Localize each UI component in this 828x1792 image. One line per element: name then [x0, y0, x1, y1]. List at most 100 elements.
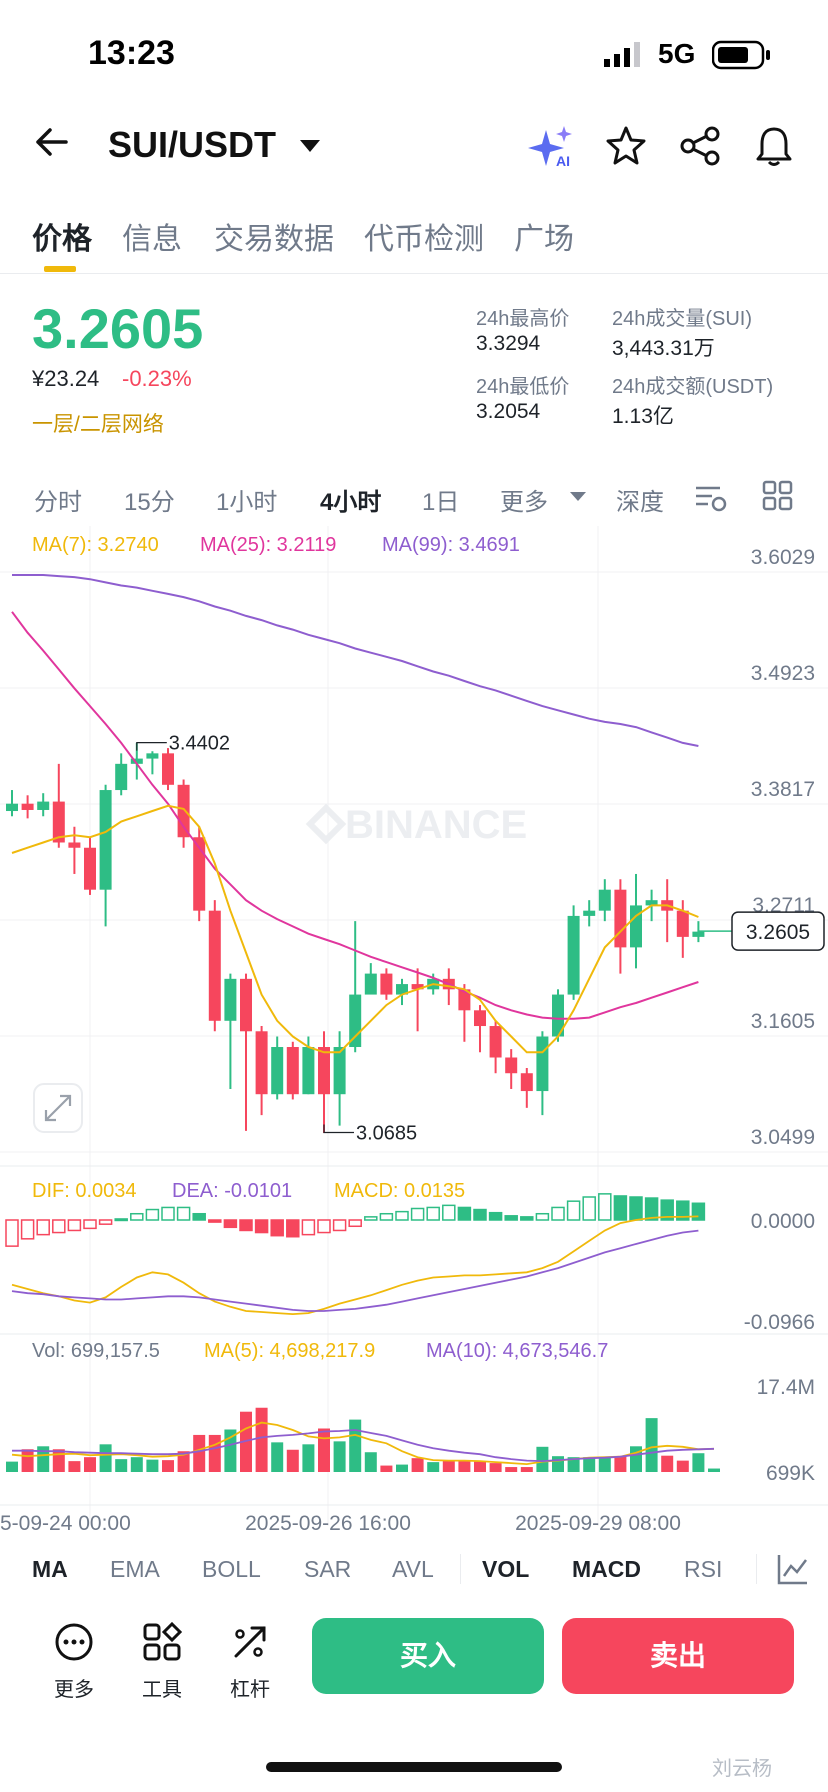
- indicator-ma[interactable]: MA: [32, 1556, 68, 1582]
- macd-bar: [52, 1219, 66, 1234]
- vol-ma5-legend: MA(5): 4,698,217.9: [204, 1340, 376, 1362]
- caret-down-icon[interactable]: [300, 140, 320, 152]
- tab-square[interactable]: 广场: [514, 223, 574, 256]
- price-axis-label: 3.1605: [751, 1010, 815, 1033]
- macd-bar: [5, 1219, 19, 1247]
- interval-more[interactable]: 更多: [500, 489, 548, 516]
- expand-arrows-icon: [44, 1094, 72, 1122]
- candle: [411, 984, 424, 990]
- price-axis-label: 3.0499: [751, 1126, 815, 1149]
- volume-bar: [583, 1457, 596, 1472]
- interval-time[interactable]: 分时: [34, 489, 82, 516]
- candle: [364, 973, 377, 995]
- indicator-settings-icon[interactable]: [694, 480, 728, 519]
- share-icon[interactable]: [678, 124, 722, 168]
- macd-bar: [660, 1199, 674, 1221]
- macd-bar: [192, 1212, 206, 1221]
- high-value: 3.3294: [476, 332, 541, 355]
- volume-bar: [614, 1456, 627, 1472]
- volume-bar: [598, 1457, 611, 1472]
- buy-button[interactable]: 买入: [312, 1618, 544, 1694]
- volume-bar: [661, 1455, 674, 1472]
- indicator-sar[interactable]: SAR: [304, 1556, 352, 1582]
- tools-grid-icon: [143, 1621, 183, 1661]
- tab-info[interactable]: 信息: [122, 223, 182, 256]
- leverage-icon: [234, 1626, 266, 1658]
- interval-depth[interactable]: 深度: [616, 489, 664, 516]
- macd-bar: [364, 1216, 378, 1221]
- volume-bar: [162, 1460, 174, 1472]
- macd-bar: [691, 1202, 706, 1221]
- indicator-rsi[interactable]: RSI: [684, 1556, 723, 1582]
- macd-bar: [176, 1206, 191, 1221]
- layout-grid-icon[interactable]: [762, 480, 794, 517]
- caret-down-icon[interactable]: [570, 492, 586, 501]
- kline-chart[interactable]: 3.6029 3.4923 3.3817 3.2711 3.1605 3.0499 BINA…: [0, 526, 828, 1536]
- tab-trading-data[interactable]: 交易数据: [214, 223, 334, 256]
- chart-style-icon[interactable]: [776, 1552, 810, 1591]
- high-label: 24h最高价: [476, 308, 570, 330]
- interval-4h[interactable]: 4小时: [320, 489, 382, 516]
- macd-axis-label: 0.0000: [751, 1210, 815, 1233]
- interval-15m[interactable]: 15分: [124, 489, 175, 516]
- volume-bar: [99, 1444, 112, 1472]
- macd-bar: [208, 1219, 222, 1223]
- macd-bar: [629, 1196, 643, 1221]
- candle: [52, 801, 65, 843]
- macd-bar: [457, 1206, 472, 1221]
- network-link[interactable]: 一层/二层网络: [32, 413, 164, 436]
- interval-1d[interactable]: 1日: [422, 489, 460, 516]
- volume-bar: [208, 1434, 221, 1472]
- leverage-label: 杠杆: [230, 1679, 270, 1701]
- svg-text:AI: AI: [556, 153, 570, 168]
- macd-bar: [223, 1219, 238, 1229]
- candle: [692, 931, 705, 937]
- tools-button[interactable]: 工具: [122, 1621, 202, 1702]
- candle: [68, 842, 81, 848]
- tab-price[interactable]: 价格: [32, 223, 92, 256]
- macd-bar: [395, 1210, 409, 1221]
- sell-button[interactable]: 卖出: [562, 1618, 794, 1694]
- indicator-ema[interactable]: EMA: [110, 1556, 160, 1582]
- candle: [489, 1026, 502, 1058]
- interval-1h[interactable]: 1小时: [216, 489, 278, 516]
- time-axis-label: 2025-09-29 08:00: [515, 1512, 681, 1535]
- volume-bar: [37, 1446, 50, 1472]
- candle: [271, 1047, 284, 1095]
- dif-legend: DIF: 0.0034: [32, 1180, 137, 1202]
- pair-selector[interactable]: SUI/USDT: [108, 124, 277, 165]
- bell-icon[interactable]: [752, 124, 796, 168]
- cny-price: ¥23.24: [32, 366, 100, 391]
- volume-bar: [21, 1449, 34, 1472]
- macd-bar: [566, 1200, 581, 1221]
- last-price: 3.2605: [32, 297, 204, 360]
- indicator-boll[interactable]: BOLL: [202, 1556, 261, 1582]
- volume-bar: [68, 1461, 81, 1472]
- candle: [458, 989, 471, 1011]
- ma7-line: [11, 804, 699, 1054]
- star-icon[interactable]: [604, 124, 648, 168]
- back-button[interactable]: [30, 120, 74, 164]
- ai-sparkle-icon[interactable]: AI: [528, 124, 572, 169]
- volume-bar: [630, 1446, 642, 1472]
- volume-bar: [193, 1434, 206, 1472]
- candle: [630, 905, 642, 948]
- more-button[interactable]: 更多: [34, 1622, 114, 1702]
- volume-bar: [708, 1468, 720, 1472]
- volume-label: 24h成交量(SUI): [612, 308, 753, 330]
- macd-bar: [551, 1206, 565, 1221]
- tab-token-check[interactable]: 代币检测: [364, 223, 484, 256]
- leverage-button[interactable]: 杠杆: [210, 1622, 290, 1702]
- high-marker-line: [136, 742, 167, 751]
- candle: [162, 753, 174, 785]
- candle: [552, 994, 564, 1037]
- time-axis-label: 2025-09-26 16:00: [245, 1512, 411, 1535]
- volume-bar: [146, 1459, 159, 1472]
- volume-bar: [442, 1460, 455, 1472]
- indicator-macd[interactable]: MACD: [572, 1556, 641, 1582]
- indicator-avl[interactable]: AVL: [392, 1556, 434, 1582]
- macd-bar: [598, 1193, 612, 1221]
- candle: [84, 847, 96, 890]
- indicator-vol[interactable]: VOL: [482, 1556, 530, 1582]
- candle: [208, 910, 221, 1021]
